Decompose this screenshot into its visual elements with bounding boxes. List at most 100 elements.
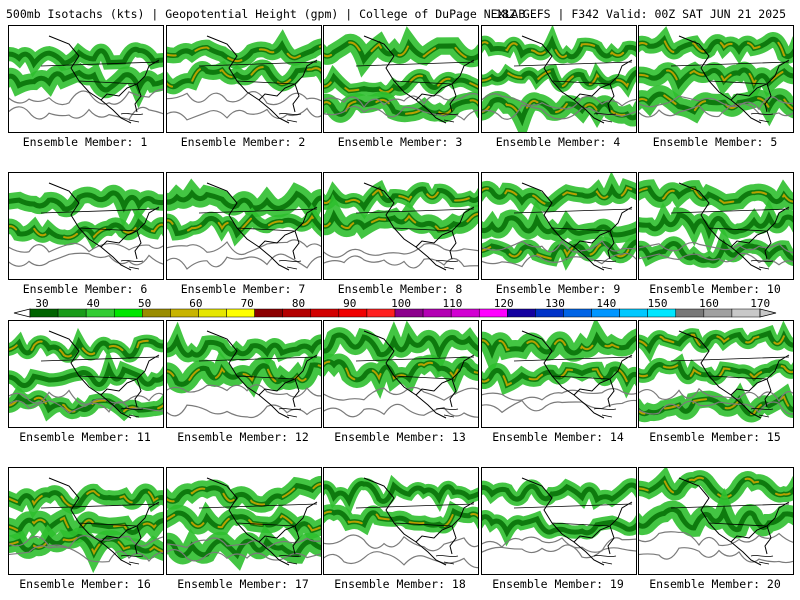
colorbar-swatch <box>57 308 87 318</box>
ensemble-member-label: Ensemble Member: 20 <box>649 577 781 591</box>
ensemble-map-panel <box>481 320 637 428</box>
isotach-map <box>324 474 478 569</box>
colorbar-swatch <box>366 308 396 318</box>
isotach-map <box>324 179 478 271</box>
ensemble-member-label: Ensemble Member: 4 <box>495 135 621 149</box>
ensemble-map-panel <box>166 320 322 428</box>
colorbar-tick-label: 70 <box>240 297 254 310</box>
colorbar-swatch <box>394 308 424 318</box>
isotach-map <box>482 477 636 566</box>
colorbar-swatch <box>591 308 620 318</box>
ensemble-map-panel <box>166 467 322 575</box>
isotach-map <box>639 179 793 271</box>
colorbar-tick-label: 150 <box>647 297 668 310</box>
isotach-map <box>639 26 793 127</box>
colorbar-swatch <box>310 308 340 318</box>
colorbar-tick-label: 60 <box>189 297 203 310</box>
isotach-map <box>9 182 163 271</box>
isotach-map <box>482 173 636 271</box>
isotach-map <box>167 29 321 124</box>
colorbar-swatch <box>170 308 199 318</box>
colorbar-tick-label: 130 <box>545 297 565 310</box>
ensemble-map-panel <box>166 172 322 280</box>
ensemble-map-panel <box>8 172 164 280</box>
ensemble-map-panel <box>638 320 794 428</box>
colorbar-swatch <box>619 308 648 318</box>
ensemble-map-panel <box>638 25 794 133</box>
colorbar-swatch <box>422 308 452 318</box>
ensemble-map-panel <box>323 172 479 280</box>
colorbar-swatch <box>507 308 536 318</box>
ensemble-map-panel <box>481 467 637 575</box>
ensemble-map-panel <box>481 25 637 133</box>
ensemble-member-label: Ensemble Member: 15 <box>649 430 781 444</box>
isotach-map <box>9 477 163 574</box>
colorbar-swatch <box>198 308 227 318</box>
ensemble-member-label: Ensemble Member: 5 <box>652 135 778 149</box>
colorbar-tick-label: 160 <box>698 297 719 310</box>
colorbar-tick-label: 90 <box>343 297 357 310</box>
ensemble-member-label: Ensemble Member: 2 <box>180 135 306 149</box>
ensemble-member-label: Ensemble Member: 1 <box>22 135 148 149</box>
colorbar-swatch <box>254 308 283 318</box>
colorbar-swatch <box>731 308 761 318</box>
ensemble-member-label: Ensemble Member: 6 <box>22 282 148 296</box>
ensemble-map-panel <box>323 320 479 428</box>
ensemble-map-panel <box>481 172 637 280</box>
ensemble-member-label: Ensemble Member: 18 <box>334 577 466 591</box>
ensemble-map-panel <box>323 25 479 133</box>
ensemble-member-label: Ensemble Member: 17 <box>177 577 309 591</box>
chart-header-left: 500mb Isotachs (kts) | Geopotential Heig… <box>6 7 526 21</box>
isotach-map <box>324 26 478 124</box>
ensemble-map-panel <box>8 467 164 575</box>
colorbar-tick-label: 100 <box>391 297 412 310</box>
ensemble-member-label: Ensemble Member: 19 <box>492 577 624 591</box>
ensemble-member-label: Ensemble Member: 3 <box>337 135 463 149</box>
colorbar-tick-label: 80 <box>291 297 306 310</box>
ensemble-member-label: Ensemble Member: 9 <box>495 282 621 296</box>
ensemble-member-label: Ensemble Member: 7 <box>180 282 306 296</box>
isotach-map <box>167 321 321 419</box>
colorbar-swatch <box>450 308 480 318</box>
isotach-map <box>9 35 163 124</box>
ensemble-map-panel <box>8 25 164 133</box>
ensemble-member-label: Ensemble Member: 14 <box>492 430 624 444</box>
colorbar-swatch <box>113 308 143 318</box>
ensemble-map-panel <box>166 25 322 133</box>
ensemble-member-label: Ensemble Member: 13 <box>334 430 466 444</box>
isotach-map <box>639 468 793 566</box>
isotach-map <box>167 178 321 271</box>
colorbar-swatch <box>703 308 733 318</box>
colorbar-swatch <box>29 308 59 318</box>
isotach-map <box>167 475 321 571</box>
colorbar-tick-label: 120 <box>493 297 514 310</box>
colorbar-tick-label: 30 <box>35 297 49 310</box>
colorbar-tick-label: 40 <box>86 297 100 310</box>
colorbar-tick-label: 50 <box>137 297 152 310</box>
colorbar-tick-label: 140 <box>596 297 617 310</box>
colorbar-swatch <box>338 308 368 318</box>
ensemble-member-label: Ensemble Member: 16 <box>19 577 151 591</box>
ensemble-map-panel <box>323 467 479 575</box>
ensemble-map-panel <box>8 320 164 428</box>
ensemble-map-panel <box>638 172 794 280</box>
colorbar-swatch <box>563 308 592 318</box>
colorbar-swatch <box>85 308 115 318</box>
ensemble-member-label: Ensemble Member: 11 <box>19 430 151 444</box>
colorbar-swatch <box>647 308 677 318</box>
wind-speed-colorbar <box>13 308 777 318</box>
ensemble-map-panel <box>638 467 794 575</box>
colorbar-swatch <box>478 308 508 318</box>
ensemble-member-label: Ensemble Member: 10 <box>649 282 781 296</box>
chart-header-right: 18Z GEFS | F342 Valid: 00Z SAT JUN 21 20… <box>495 7 786 21</box>
colorbar-swatch <box>142 308 171 318</box>
isotach-map <box>482 321 636 419</box>
colorbar-swatch <box>535 308 564 318</box>
colorbar-swatch <box>675 308 705 318</box>
ensemble-member-label: Ensemble Member: 12 <box>177 430 309 444</box>
colorbar-swatch <box>282 308 312 318</box>
isotach-map <box>482 26 636 132</box>
isotach-map <box>639 321 793 423</box>
isotach-map <box>324 321 478 419</box>
colorbar-tick-label: 110 <box>442 297 463 310</box>
